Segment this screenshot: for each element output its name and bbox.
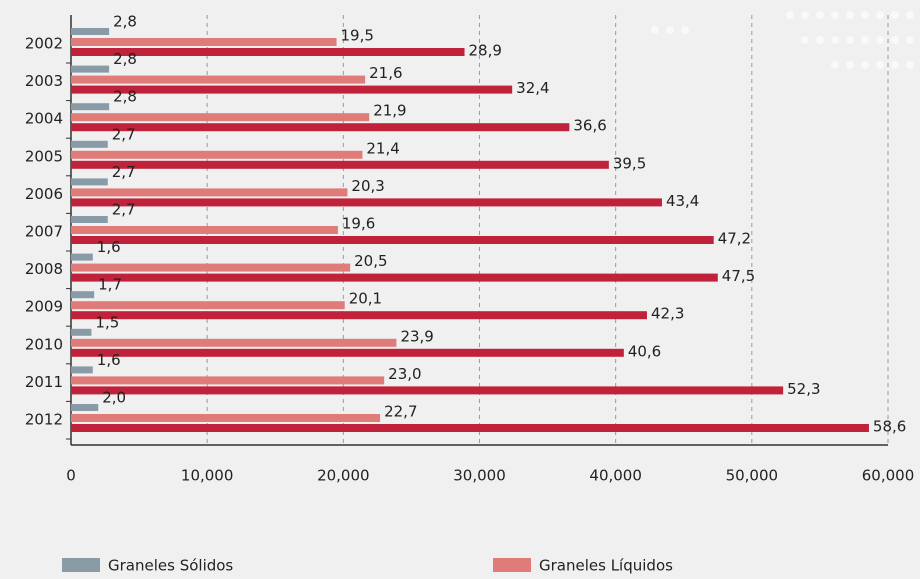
value-label: 42,3 [651, 305, 684, 323]
value-label: 43,4 [666, 192, 699, 210]
y-tick-label: 2008 [25, 260, 63, 278]
bar [71, 236, 714, 244]
x-tick-label: 10,000 [181, 467, 234, 485]
bar [71, 263, 351, 272]
bar [71, 291, 95, 299]
bar [71, 386, 784, 395]
value-label: 47,2 [718, 230, 751, 248]
y-tick-label: 2006 [25, 185, 63, 203]
bar [71, 311, 647, 320]
bar [71, 75, 366, 84]
value-label: 20,5 [354, 252, 387, 270]
value-label: 2,8 [113, 88, 137, 106]
y-tick-label: 2012 [25, 411, 63, 429]
x-tick-label: 50,000 [726, 467, 779, 485]
bar [71, 160, 609, 169]
value-label: 2,7 [112, 201, 136, 219]
value-label: 1,7 [98, 276, 122, 294]
value-label: 22,7 [384, 403, 417, 421]
value-label: 21,4 [366, 139, 399, 157]
legend-swatch [493, 558, 531, 572]
bar [71, 48, 465, 56]
bar [71, 123, 570, 132]
x-tick-label: 20,000 [317, 467, 370, 485]
bar [71, 404, 99, 411]
y-tick-label: 2005 [25, 147, 63, 165]
bar [71, 28, 110, 35]
bar [71, 253, 93, 261]
bar [71, 424, 869, 432]
value-label: 2,7 [112, 125, 136, 143]
value-label: 39,5 [613, 154, 646, 172]
value-label: 1,5 [95, 313, 119, 331]
bar [71, 198, 662, 207]
value-label: 2,8 [113, 13, 137, 31]
x-tick-label: 40,000 [589, 467, 642, 485]
y-tick-label: 2004 [25, 110, 63, 128]
value-label: 2,0 [102, 389, 126, 407]
bar [71, 328, 92, 336]
bar [71, 85, 513, 94]
value-label: 21,6 [369, 64, 402, 82]
value-label: 1,6 [97, 238, 121, 256]
value-label: 20,1 [349, 290, 382, 308]
legend-swatch [62, 558, 100, 572]
y-tick-label: 2011 [25, 373, 63, 391]
y-tick-label: 2009 [25, 298, 63, 316]
value-label: 19,6 [342, 215, 375, 233]
value-label: 19,5 [341, 27, 374, 45]
bar [71, 348, 624, 357]
x-tick-label: 60,000 [862, 467, 915, 485]
value-label: 2,7 [112, 163, 136, 181]
bar [71, 150, 363, 159]
value-label: 23,0 [388, 365, 421, 383]
y-tick-label: 2010 [25, 335, 63, 353]
value-label: 21,9 [373, 102, 406, 120]
legend-label: Graneles Sólidos [108, 557, 233, 575]
value-label: 1,6 [97, 351, 121, 369]
bar [71, 113, 370, 122]
value-label: 32,4 [516, 79, 549, 97]
bar [71, 301, 345, 310]
bar [71, 414, 381, 422]
value-label: 2,8 [113, 50, 137, 68]
bar [71, 103, 110, 111]
x-tick-label: 0 [66, 467, 76, 485]
legend-label: Graneles Líquidos [539, 557, 673, 575]
decor-dots [651, 11, 914, 69]
x-tick-label: 30,000 [453, 467, 506, 485]
bar [71, 216, 108, 223]
bar [71, 140, 108, 148]
y-tick-label: 2007 [25, 223, 63, 241]
value-label: 52,3 [787, 380, 820, 398]
bar [71, 338, 397, 347]
value-label: 40,6 [628, 342, 661, 360]
value-label: 23,9 [400, 327, 433, 345]
y-tick-label: 2002 [25, 35, 63, 53]
bar [71, 65, 110, 73]
bar [71, 188, 348, 197]
value-label: 28,9 [469, 42, 502, 60]
bar [71, 273, 718, 282]
bar [71, 376, 385, 385]
value-label: 58,6 [873, 418, 906, 436]
value-label: 20,3 [351, 177, 384, 195]
bar [71, 366, 93, 374]
y-tick-label: 2003 [25, 72, 63, 90]
bar [71, 178, 108, 186]
bar [71, 226, 338, 234]
value-label: 36,6 [573, 117, 606, 135]
bar [71, 38, 337, 46]
value-label: 47,5 [722, 267, 755, 285]
